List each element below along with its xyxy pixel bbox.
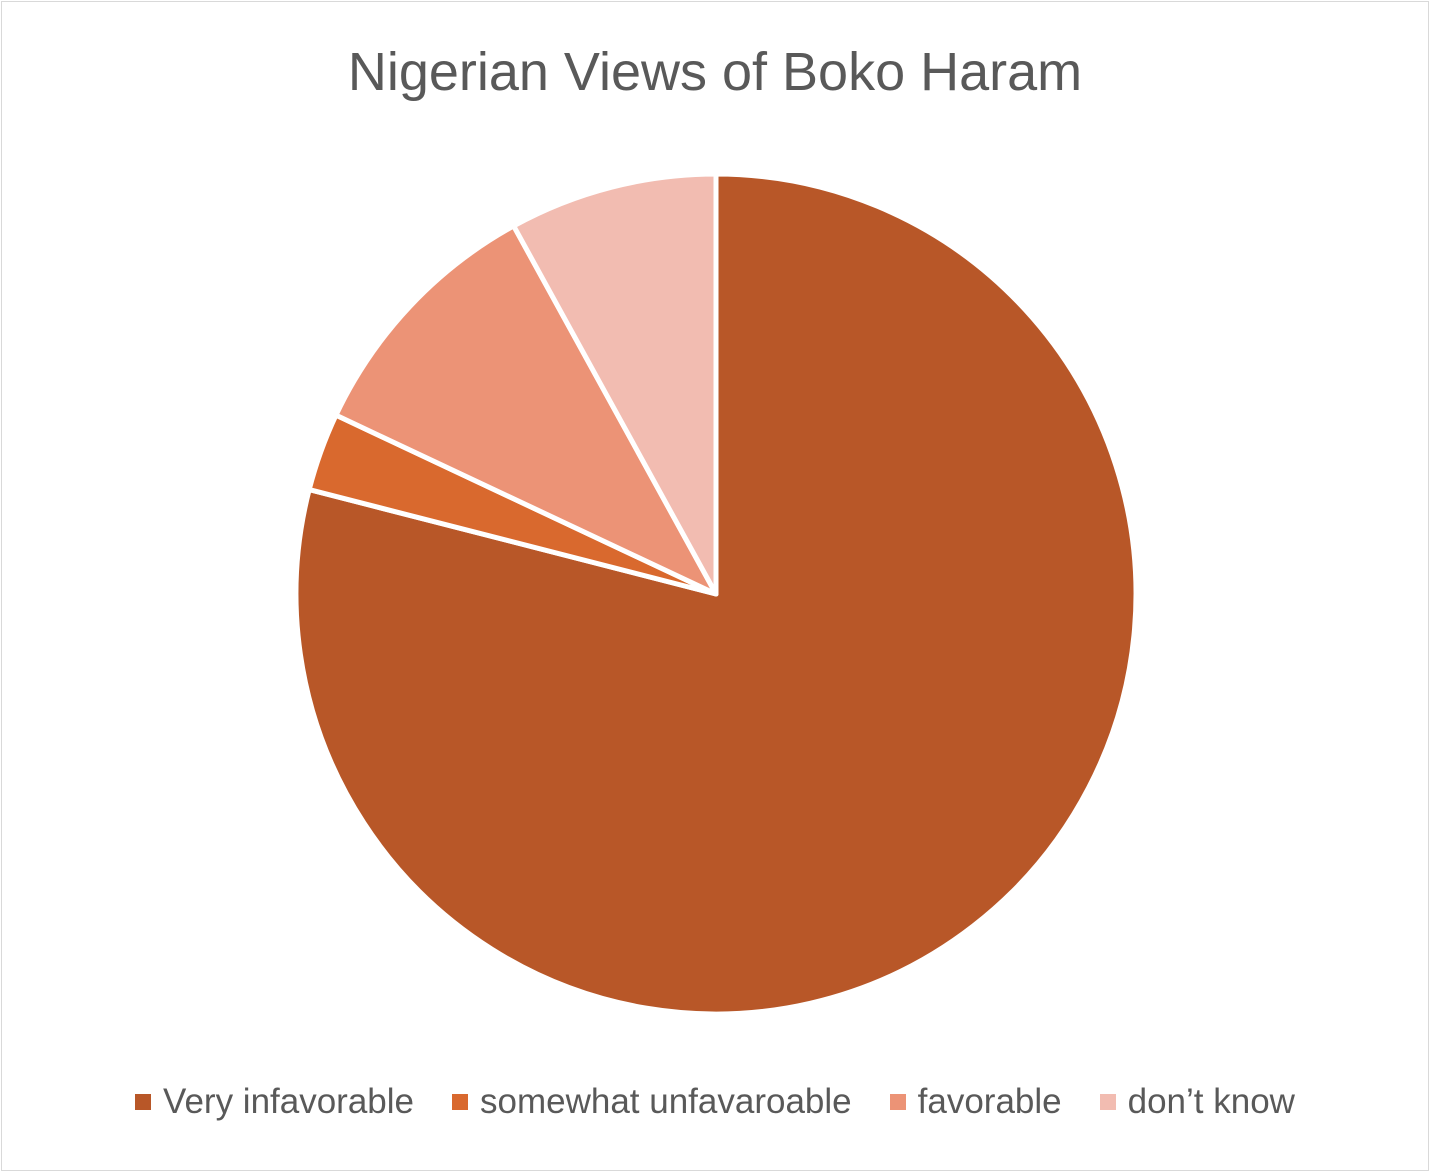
legend-label: somewhat unfavaroable <box>480 1082 852 1121</box>
slice-favorable <box>333 223 719 597</box>
pie-slices <box>293 171 1139 1017</box>
legend-label: don’t know <box>1127 1082 1295 1121</box>
legend-entry-somewhat-unfavaroable: somewhat unfavaroable <box>452 1082 852 1122</box>
chart-title: Nigerian Views of Boko Haram <box>347 42 1083 102</box>
legend-entry-very-infavorable: Very infavorable <box>135 1082 414 1122</box>
legend-swatch <box>1099 1094 1116 1110</box>
legend-label: Very infavorable <box>163 1082 415 1121</box>
legend-swatch <box>452 1094 469 1110</box>
legend-entry-favorable: favorable <box>889 1082 1062 1122</box>
legend: Very infavorable somewhat unfavaroable f… <box>0 1082 1430 1122</box>
slice-dont-know <box>511 171 719 597</box>
legend-entry-dont-know: don’t know <box>1099 1082 1295 1122</box>
legend-label: favorable <box>917 1082 1062 1121</box>
legend-swatch <box>135 1094 152 1110</box>
legend-swatch <box>889 1094 906 1110</box>
